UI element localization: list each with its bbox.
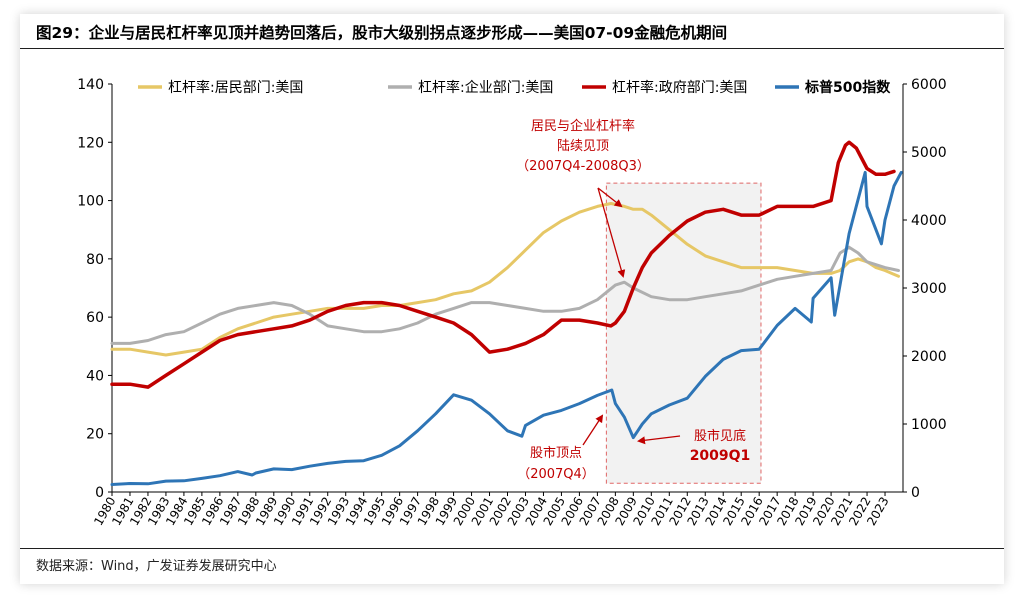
figure-card: 图29：企业与居民杠杆率见顶并趋势回落后，股市大级别拐点逐步形成——美国07-0… [20, 14, 1004, 584]
footer-rule [20, 548, 1004, 549]
y-left-tick-label: 140 [77, 77, 104, 93]
series-line-3 [110, 170, 903, 486]
y-right-tick-label: 6000 [911, 77, 947, 93]
annotation-stock-top-line: 股市顶点 [530, 445, 582, 461]
y-right-tick-label: 0 [911, 485, 920, 501]
annotation-stock-bottom-line: 2009Q1 [690, 448, 751, 464]
annotation-stock-bottom-line: 股市见底 [694, 428, 746, 444]
series-line-2 [110, 140, 896, 389]
annotation-stock-top-line: （2007Q4） [517, 467, 595, 482]
annotation-arrow [582, 414, 604, 446]
y-left-tick-label: 0 [95, 485, 104, 501]
annotation-leverage-peak-line: （2007Q4-2008Q3） [516, 159, 650, 174]
y-left-tick-label: 80 [86, 252, 104, 268]
y-left-tick-label: 20 [86, 427, 104, 443]
y-right-tick-label: 3000 [911, 281, 947, 297]
figure-title: 图29：企业与居民杠杆率见顶并趋势回落后，股市大级别拐点逐步形成——美国07-0… [36, 24, 728, 42]
legend-label-0: 杠杆率:居民部门:美国 [168, 79, 303, 96]
legend-label-3: 标普500指数 [804, 79, 891, 96]
title-bar: 图29：企业与居民杠杆率见顶并趋势回落后，股市大级别拐点逐步形成——美国07-0… [20, 14, 1004, 49]
y-right-tick-label: 4000 [911, 213, 947, 229]
series-line-1 [110, 245, 900, 345]
annotation-arrow [637, 435, 681, 445]
legend: 杠杆率:居民部门:美国 杠杆率:企业部门:美国 杠杆率:政府部门:美国 标普500指数 [138, 79, 891, 96]
source-note: 数据来源：Wind，广发证券发展研究中心 [36, 559, 277, 574]
y-left-tick-label: 40 [86, 368, 104, 384]
y-right-tick-label: 1000 [911, 417, 947, 433]
series-lines [110, 140, 903, 486]
y-left-tick-label: 100 [77, 194, 104, 210]
annotation-leverage-peak-line: 陆续见顶 [557, 138, 609, 154]
y-right-tick-label: 2000 [911, 349, 947, 365]
annotation-arrow [597, 187, 626, 278]
axes: 0 20 40 60 80 100 120 140 0 1000 2000 3000 4000 5000 6… [77, 77, 946, 528]
annotation-leverage-peak-line: 居民与企业杠杆率 [531, 118, 635, 134]
legend-label-1: 杠杆率:企业部门:美国 [418, 79, 553, 96]
y-right-tick-label: 5000 [911, 145, 947, 161]
y-left-tick-label: 60 [86, 310, 104, 326]
legend-label-2: 杠杆率:政府部门:美国 [612, 79, 747, 96]
y-left-tick-label: 120 [77, 135, 104, 151]
annotation-arrow [597, 187, 623, 208]
chart: 0 20 40 60 80 100 120 140 0 1000 2000 3000 4000 5000 6… [77, 77, 946, 528]
